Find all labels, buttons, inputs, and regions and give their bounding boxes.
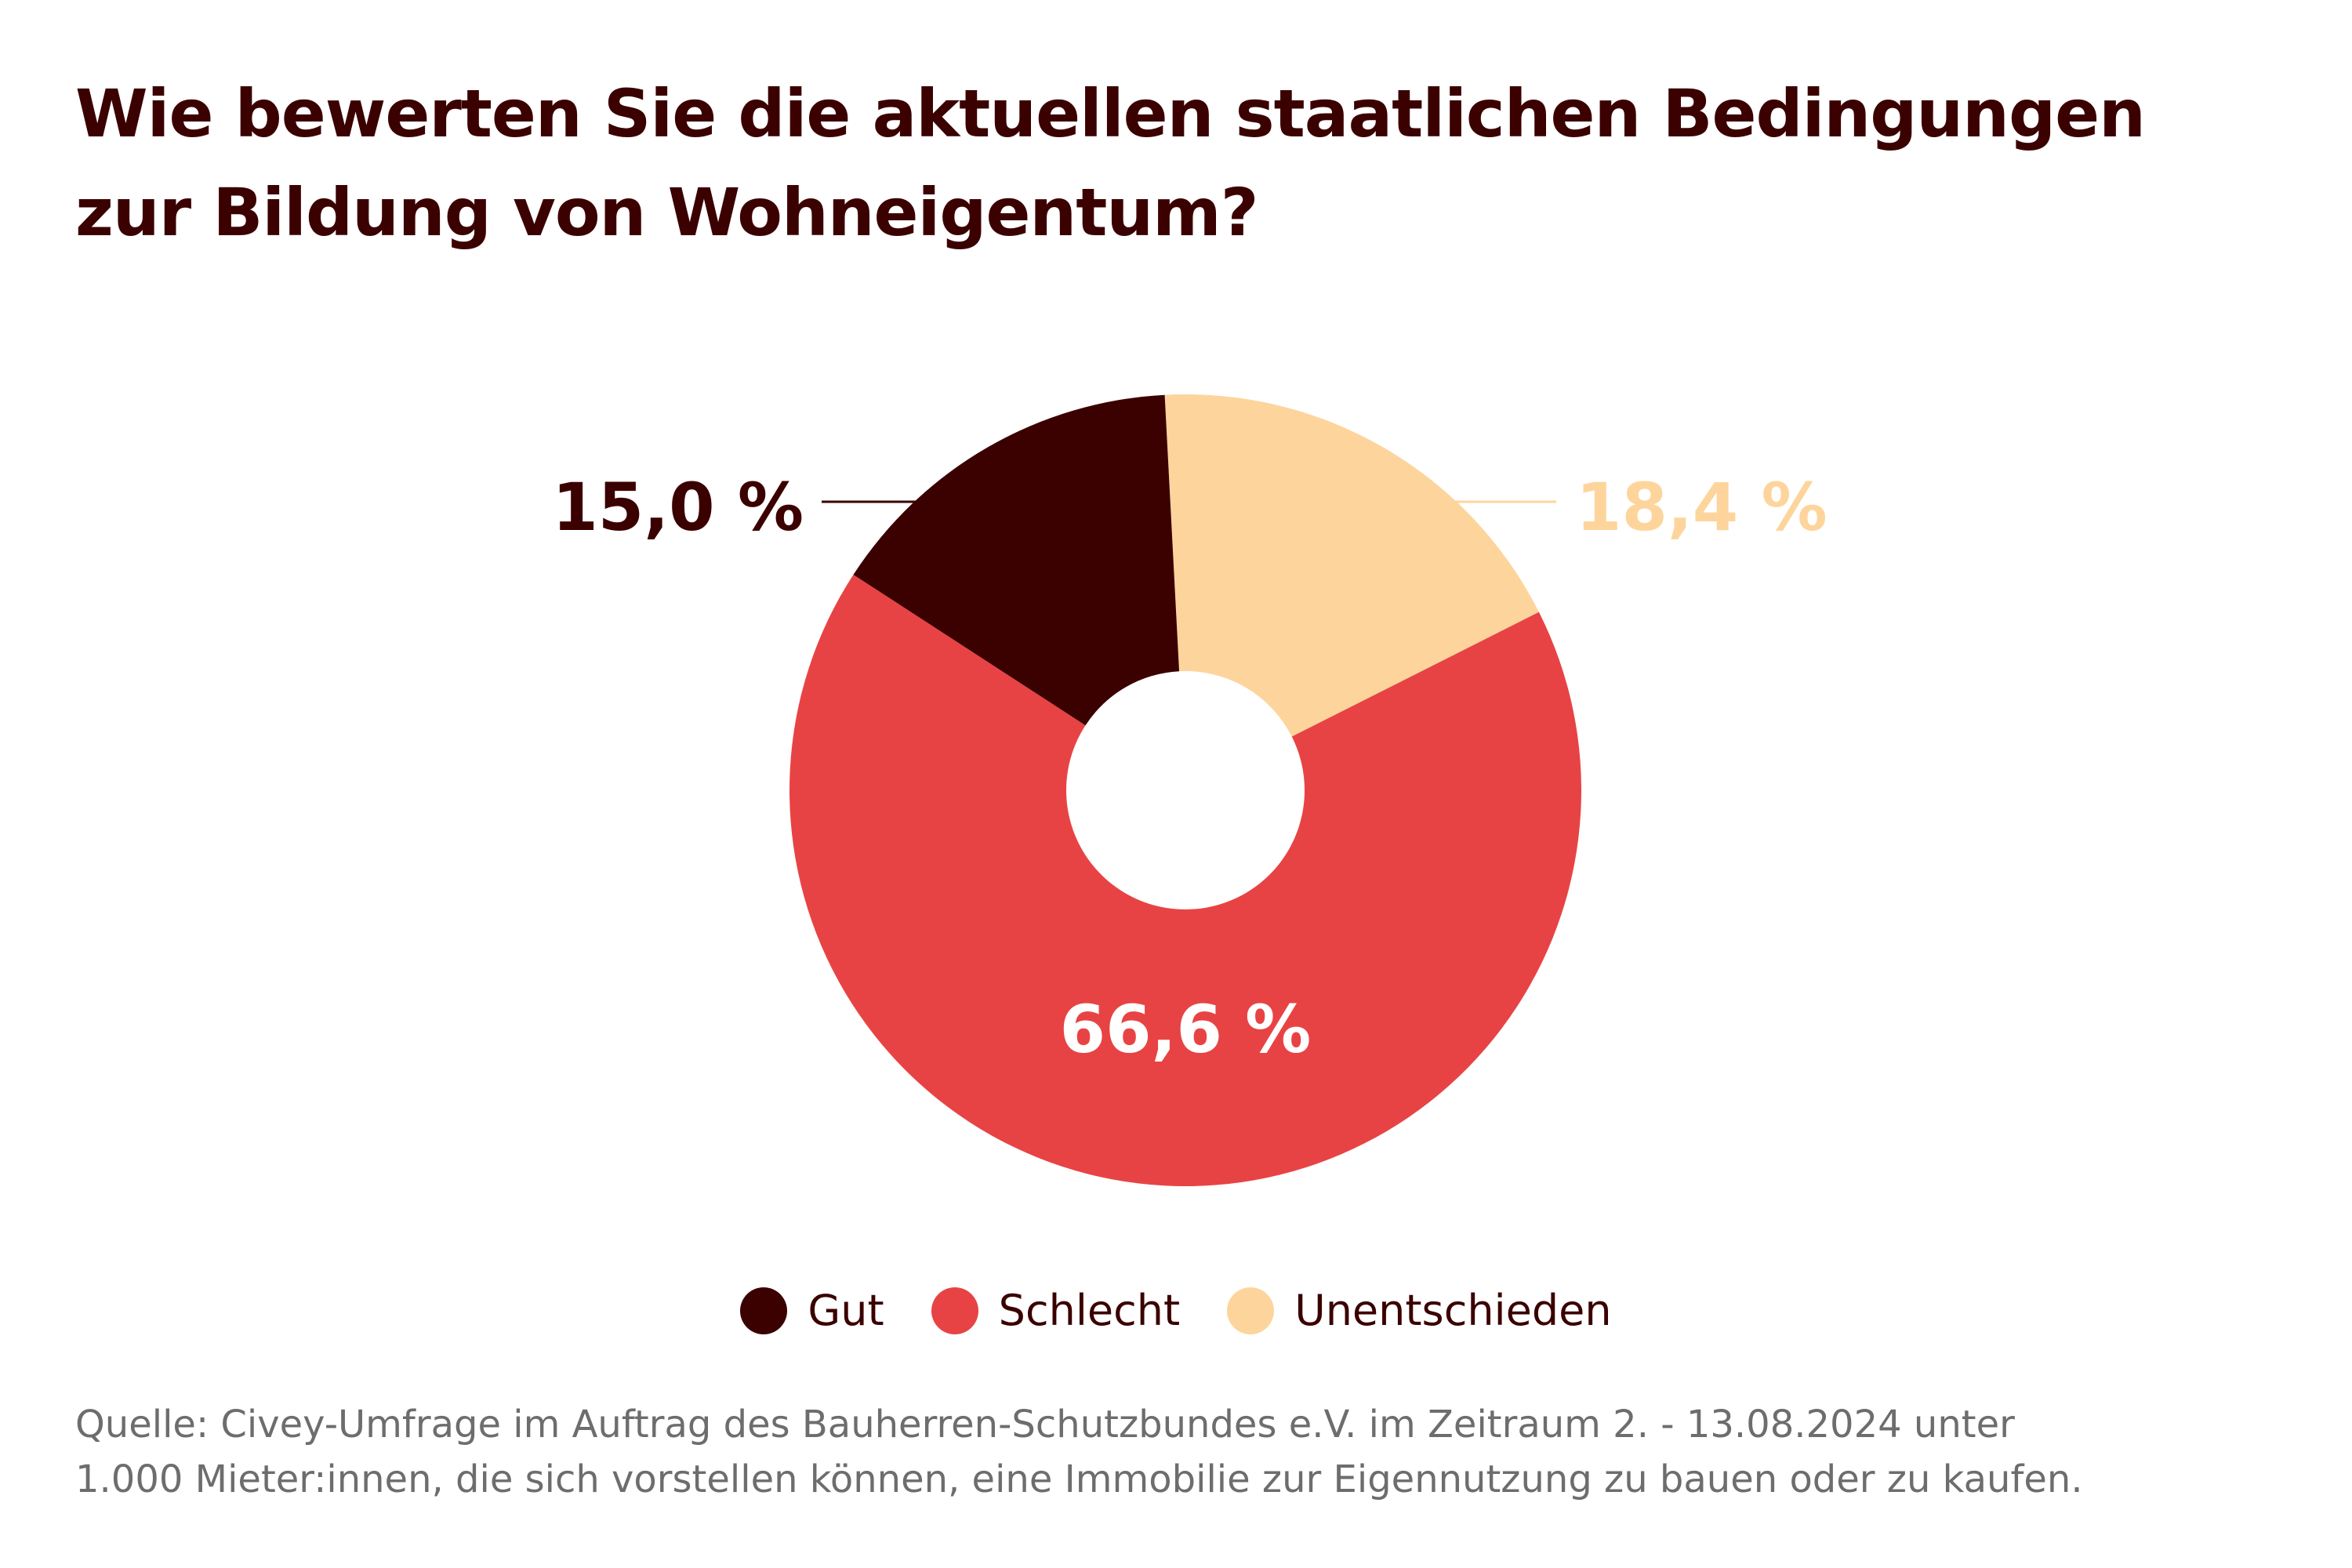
value-label-unentschieden: 18,4 % xyxy=(1576,469,1828,546)
source-line-2: 1.000 Mieter:innen, die sich vorstellen … xyxy=(75,1457,2083,1501)
slice-unentschieden xyxy=(1164,394,1539,737)
chart-title-line-2: zur Bildung von Wohneigentum? xyxy=(75,174,1258,251)
legend-swatch-schlecht xyxy=(931,1287,978,1334)
legend-item-schlecht: Schlecht xyxy=(931,1286,1181,1335)
value-label-gut: 15,0 % xyxy=(552,469,804,546)
legend-label-unentschieden: Unentschieden xyxy=(1294,1286,1612,1335)
legend-swatch-unentschieden xyxy=(1227,1287,1275,1334)
legend: Gut Schlecht Unentschieden xyxy=(0,1286,2352,1335)
legend-item-unentschieden: Unentschieden xyxy=(1227,1286,1612,1335)
chart-title: Wie bewerten Sie die aktuellen staatlich… xyxy=(75,64,2270,262)
slice-gut xyxy=(853,394,1180,726)
slice-schlecht xyxy=(789,574,1582,1187)
legend-swatch-gut xyxy=(740,1287,788,1334)
source-line-1: Quelle: Civey-Umfrage im Auftrag des Bau… xyxy=(75,1403,2015,1446)
legend-item-gut: Gut xyxy=(740,1286,884,1335)
legend-label-schlecht: Schlecht xyxy=(998,1286,1181,1335)
legend-label-gut: Gut xyxy=(808,1286,884,1335)
source-note: Quelle: Civey-Umfrage im Auftrag des Bau… xyxy=(75,1397,2310,1507)
chart-title-line-1: Wie bewerten Sie die aktuellen staatlich… xyxy=(75,75,2146,152)
value-label-schlecht: 66,6 % xyxy=(1060,991,1312,1068)
